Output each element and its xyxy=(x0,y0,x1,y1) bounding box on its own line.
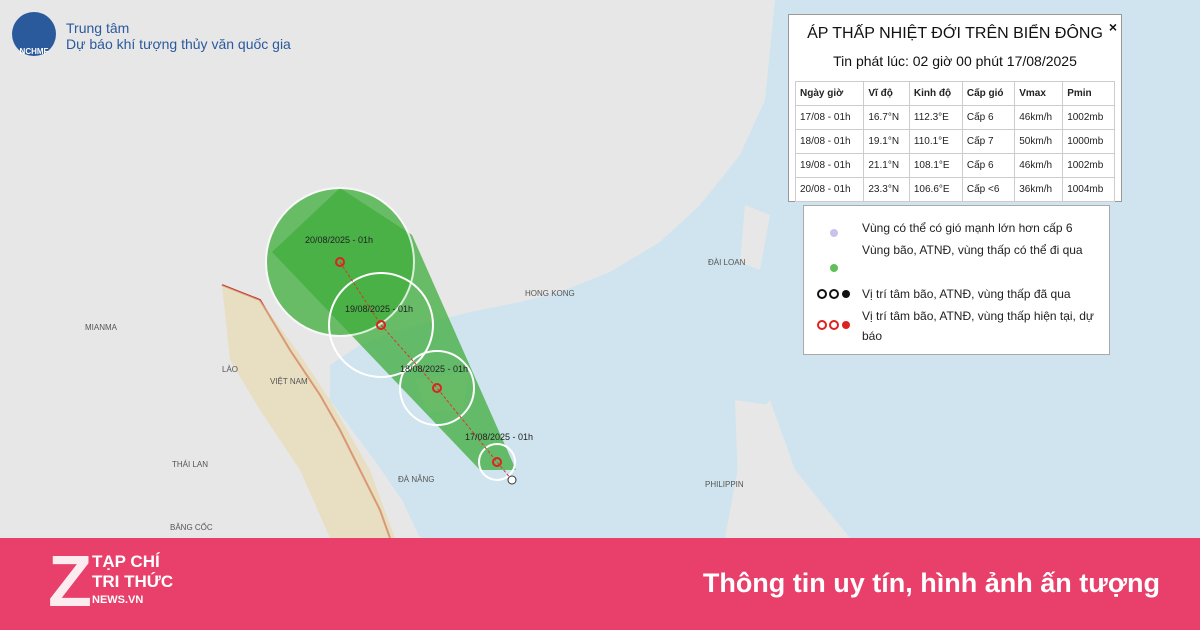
table-cell: 16.7°N xyxy=(863,105,910,130)
table-cell: 18/08 - 01h xyxy=(794,129,865,154)
place-label: MIANMA xyxy=(85,323,118,332)
table-cell: 1002mb xyxy=(1062,105,1115,130)
column-header: Cấp gió xyxy=(961,81,1016,106)
table-row: 20/08 - 01h 23.3°N 106.6°E Cấp <6 36km/h 1004… xyxy=(794,177,1115,202)
place-label: LÀO xyxy=(222,365,238,374)
close-button[interactable]: × xyxy=(1108,19,1117,35)
logo-letter: Z xyxy=(48,542,92,622)
wind-circle xyxy=(328,272,434,378)
table-cell: Cấp 6 xyxy=(961,105,1016,130)
legend-icon xyxy=(830,264,838,272)
legend: Vùng có thể có gió mạnh lớn hơn cấp 6 Vù… xyxy=(803,205,1110,355)
footer: Z TẠP CHÍ TRI THỨC NEWS.VN Thông tin uy … xyxy=(0,538,1200,630)
table-cell: 106.6°E xyxy=(908,177,963,202)
table-row: 17/08 - 01h 16.7°N 112.3°E Cấp 6 46km/h 1002m… xyxy=(794,105,1115,130)
storm-center xyxy=(432,383,442,393)
table-cell: 19/08 - 01h xyxy=(794,153,865,178)
place-label: HONG KONG xyxy=(525,289,575,298)
column-header: Kinh độ xyxy=(908,81,963,106)
table-cell: 1002mb xyxy=(1062,153,1115,178)
place-label: ĐÀ NẴNG xyxy=(398,475,434,484)
storm-center xyxy=(507,475,517,485)
track-label: 18/08/2025 - 01h xyxy=(400,364,468,374)
table-cell: 46km/h xyxy=(1014,153,1064,178)
column-header: Vmax xyxy=(1014,81,1064,106)
logo-text: NCHMF xyxy=(20,47,49,56)
track xyxy=(339,261,513,481)
table-row: 19/08 - 01h 21.1°N 108.1°E Cấp 6 46km/h 1002m… xyxy=(794,153,1115,178)
legend-item: Vị trí tâm bão, ATNĐ, vùng thấp đã qua xyxy=(862,287,1071,301)
table-cell: 1000mb xyxy=(1062,129,1115,154)
place-label: THÁI LAN xyxy=(172,460,208,469)
wind-circle xyxy=(399,350,475,426)
table-cell: 108.1°E xyxy=(908,153,963,178)
table-cell: 36km/h xyxy=(1014,177,1064,202)
storm-center xyxy=(492,457,502,467)
table-cell: 112.3°E xyxy=(908,105,963,130)
panel-subtitle: Tin phát lúc: 02 giờ 00 phút 17/08/2025 xyxy=(833,53,1077,69)
legend-item: Vị trí tâm bão, ATNĐ, vùng thấp hiện tại… xyxy=(862,309,1094,343)
place-label: BĂNG CỐC xyxy=(170,522,213,532)
header-line: Trung tâm xyxy=(66,20,130,36)
logo xyxy=(12,12,56,56)
panel-title: ÁP THẤP NHIỆT ĐỚI TRÊN BIỂN ĐÔNG xyxy=(807,25,1103,42)
logo-line: TẠP CHÍ xyxy=(92,552,160,571)
island xyxy=(735,400,790,538)
column-header: Ngày giờ xyxy=(794,81,865,106)
legend-icons xyxy=(817,229,850,330)
slogan: Thông tin uy tín, hình ảnh ấn tượng xyxy=(702,568,1160,598)
table-cell: 110.1°E xyxy=(908,129,963,154)
legend-icon xyxy=(817,289,850,299)
storm-center xyxy=(335,257,345,267)
place-label: PHILIPPIN xyxy=(705,480,744,489)
legend-icon xyxy=(817,320,850,330)
logo-line: TRI THỨC xyxy=(92,572,174,591)
table-cell: 20/08 - 01h xyxy=(794,177,865,202)
track-label: 19/08/2025 - 01h xyxy=(345,304,413,314)
wind-circle xyxy=(265,187,415,337)
forecast-table: Ngày giờ Vĩ độ Kinh độ Cấp gió Vmax Pmin 17/08… xyxy=(794,81,1115,202)
legend-icon xyxy=(830,229,838,237)
header-line: Dự báo khí tượng thủy văn quốc gia xyxy=(66,36,291,52)
legend-item: Vùng bão, ATNĐ, vùng thấp có thể đi qua xyxy=(862,243,1083,257)
wind-circle xyxy=(478,443,516,481)
table-cell: Cấp 7 xyxy=(961,129,1016,154)
table-cell: Cấp <6 xyxy=(961,177,1016,202)
table-cell: 46km/h xyxy=(1014,105,1064,130)
table-cell: 50km/h xyxy=(1014,129,1064,154)
place-label: ĐÀI LOAN xyxy=(708,258,746,267)
legend-item: Vùng có thể có gió mạnh lớn hơn cấp 6 xyxy=(862,221,1073,235)
table-cell: 1004mb xyxy=(1062,177,1115,202)
place-label: VIỆT NAM xyxy=(270,377,308,386)
column-header: Pmin xyxy=(1062,81,1115,106)
table-cell: 21.1°N xyxy=(863,153,910,178)
table-cell: 17/08 - 01h xyxy=(794,105,865,130)
table-cell: Cấp 6 xyxy=(961,153,1016,178)
logo-line: NEWS.VN xyxy=(92,594,144,606)
table-row: 18/08 - 01h 19.1°N 110.1°E Cấp 7 50km/h 1000m… xyxy=(794,129,1115,154)
info-panel: ÁP THẤP NHIỆT ĐỚI TRÊN BIỂN ĐÔNG × Tin p… xyxy=(788,14,1122,202)
column-header: Vĩ độ xyxy=(863,81,910,106)
track-label: 20/08/2025 - 01h xyxy=(305,235,373,245)
storm-center xyxy=(376,320,386,330)
table-cell: 23.3°N xyxy=(863,177,910,202)
table-cell: 19.1°N xyxy=(863,129,910,154)
track-label: 17/08/2025 - 01h xyxy=(465,432,533,442)
vietnam-area xyxy=(222,285,395,538)
island xyxy=(740,205,770,270)
